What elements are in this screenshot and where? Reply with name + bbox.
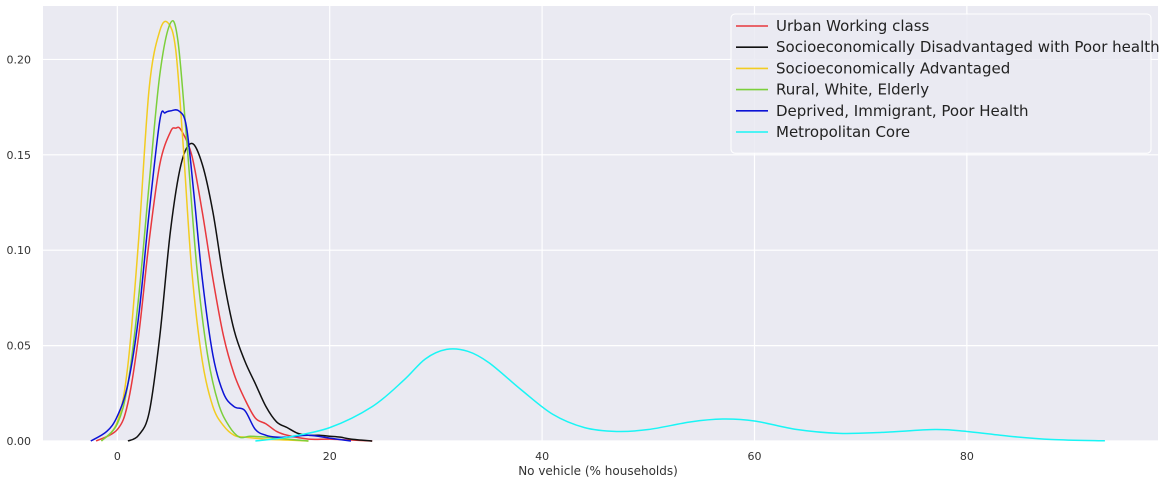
x-tick-label: 20 <box>323 450 337 463</box>
y-tick-label: 0.20 <box>7 53 32 66</box>
tick-labels: 0 20 40 60 80 0.00 0.05 0.10 0.15 0.20 <box>7 53 974 463</box>
x-tick-label: 80 <box>960 450 974 463</box>
series-lines <box>90 20 1105 442</box>
series-line-3 <box>100 20 309 442</box>
y-tick-label: 0.00 <box>7 435 32 448</box>
series-line-4 <box>90 108 352 442</box>
x-tick-label: 0 <box>114 450 121 463</box>
legend-entry: Urban Working class <box>776 17 930 35</box>
legend-box <box>730 13 1152 154</box>
x-tick-label: 60 <box>747 450 761 463</box>
series-line-1 <box>127 142 373 442</box>
x-axis-title: No vehicle (% households) <box>518 464 678 478</box>
legend-entry: Socioeconomically Disadvantaged with Poo… <box>776 38 1160 56</box>
y-tick-label: 0.15 <box>7 149 32 162</box>
legend-entry: Rural, White, Elderly <box>776 81 929 99</box>
x-tick-label: 40 <box>535 450 549 463</box>
legend-entry: Metropolitan Core <box>776 123 910 141</box>
y-tick-label: 0.10 <box>7 244 32 257</box>
legend-entry: Deprived, Immigrant, Poor Health <box>776 102 1028 120</box>
series-line-5 <box>255 348 1105 442</box>
legend: Urban Working class Socioeconomically Dis… <box>730 13 1160 154</box>
legend-entry: Socioeconomically Advantaged <box>776 59 1010 77</box>
y-tick-label: 0.05 <box>7 340 32 353</box>
